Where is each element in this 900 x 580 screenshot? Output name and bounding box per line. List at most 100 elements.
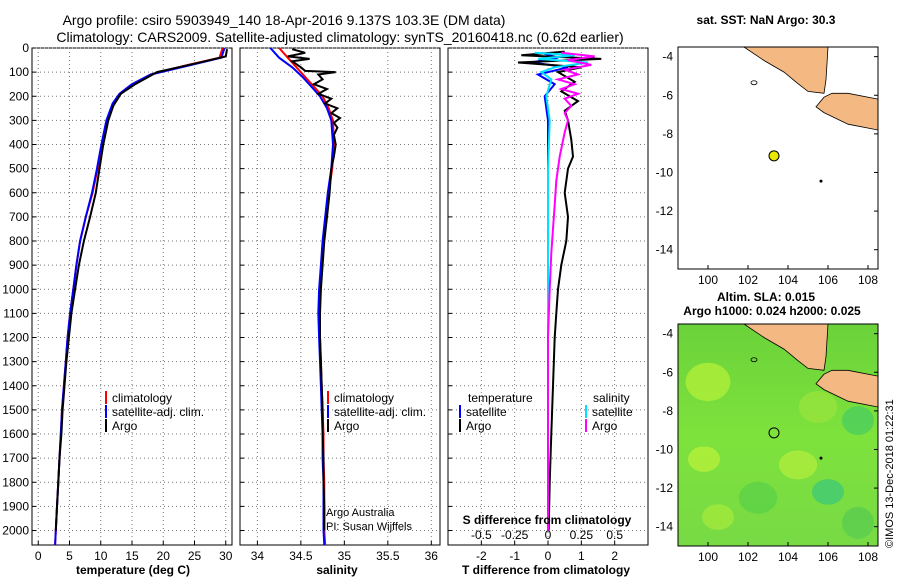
x2-tick-label: 0.25 [570, 528, 594, 542]
x-tick-label: 35 [338, 549, 352, 563]
salinity-x-label: salinity [316, 563, 358, 577]
island-christmas [819, 456, 823, 460]
landmass-java [815, 369, 878, 408]
x-tick-label: -1 [509, 549, 520, 563]
island-christmas [819, 179, 823, 183]
map-y-tick-label: -10 [656, 442, 674, 456]
depth-tick-label: 1600 [2, 427, 29, 441]
sla-anomaly-patch [702, 504, 734, 530]
depth-tick-label: 1900 [2, 499, 29, 513]
credit-pi: PI: Susan Wijffels [326, 521, 412, 533]
legend-climatology-label: climatology [112, 391, 172, 405]
landmass-sumatra [678, 324, 829, 371]
map-y-tick-label: -10 [656, 165, 674, 179]
x-tick-label: 35.5 [376, 549, 400, 563]
map-x-tick-label: 106 [818, 550, 838, 564]
argo-float-marker [768, 427, 780, 439]
depth-tick-label: 1400 [2, 379, 29, 393]
legend-s-satellite-label: satellite [592, 405, 633, 419]
map-y-tick-label: -8 [662, 404, 673, 418]
depth-tick-label: 1000 [2, 282, 29, 296]
depth-tick-label: 1800 [2, 475, 29, 489]
legend-argo-label: Argo [334, 419, 360, 433]
depth-tick-label: 1500 [2, 403, 29, 417]
series-line-s-satellite [534, 51, 589, 531]
map-y-tick-label: -6 [662, 365, 673, 379]
depth-tick-label: 200 [9, 89, 29, 103]
sla-map-title-line2: Argo h1000: 0.024 h2000: 0.025 [683, 304, 861, 318]
sla-anomaly-patch [842, 406, 874, 435]
x-tick-label: 5 [66, 549, 73, 563]
map-y-tick-label: -4 [662, 50, 673, 64]
sst-map: 100 102 104 106 108 -4 -6 -8 -10 -12 -14 [656, 46, 879, 287]
map-y-tick-label: -4 [662, 327, 673, 341]
series-line-climatology [54, 48, 224, 545]
figure-title-line2: Climatology: CARS2009. Satellite-adjuste… [56, 29, 623, 45]
sla-anomaly-patch [738, 481, 778, 514]
map-y-tick-label: -12 [656, 204, 674, 218]
series-line-argo [287, 48, 342, 531]
map-x-tick-label: 100 [698, 273, 718, 287]
plot-frame [239, 47, 441, 546]
salinity-legend: climatology satellite-adj. clim. Argo Ar… [326, 391, 426, 533]
map-x-tick-label: 106 [818, 273, 838, 287]
map-frame [677, 46, 879, 270]
x-tick-label: 1 [578, 549, 585, 563]
depth-tick-label: 1300 [2, 355, 29, 369]
depth-tick-label: 400 [9, 138, 29, 152]
landmass-java [815, 92, 878, 131]
x-tick-label: 0 [35, 549, 42, 563]
depth-tick-label: 2000 [2, 524, 29, 538]
series-line-climatology [278, 48, 335, 545]
sla-map: 100 102 104 106 108 -4 -6 -8 -10 -12 -14 [656, 323, 879, 564]
map-frame [677, 323, 879, 547]
map-x-tick-label: 100 [698, 550, 718, 564]
x2-tick-label: 0 [545, 528, 552, 542]
map-y-tick-label: -8 [662, 127, 673, 141]
argo-float-marker [768, 150, 780, 162]
sla-anomaly-patch [842, 506, 874, 539]
difference-panel: -2 -1 0 1 2 -0.5 -0.25 0 0.25 0.5 [447, 47, 649, 563]
series-line-satellite-adj-clim- [54, 48, 226, 545]
x-tick-label: 2 [611, 549, 618, 563]
legend-t-satellite-label: satellite [466, 405, 507, 419]
sla-anomaly-patch [778, 450, 818, 480]
depth-tick-label: 0 [22, 41, 29, 55]
series-group [269, 48, 342, 545]
t-difference-x-label: T difference from climatology [462, 563, 630, 577]
x-tick-label: 25 [188, 549, 202, 563]
legend-satellite-label: satellite-adj. clim. [112, 405, 204, 419]
s-difference-label: S difference from climatology [463, 513, 632, 527]
x-tick-label: 0 [545, 549, 552, 563]
landmass-sumatra [678, 47, 829, 94]
depth-tick-label: 600 [9, 186, 29, 200]
legend-climatology-label: climatology [334, 391, 394, 405]
map-y-tick-label: -12 [656, 481, 674, 495]
x-tick-label: 34 [251, 549, 265, 563]
depth-axis: 0 100 200 300 400 500 600 700 800 900 1000 1100 1200… [2, 41, 29, 538]
difference-legend: temperature satellite Argo salinity sate… [459, 391, 633, 527]
depth-tick-label: 800 [9, 234, 29, 248]
x-tick-label: 10 [94, 549, 108, 563]
map-x-tick-label: 102 [738, 273, 758, 287]
map-y-tick-label: -6 [662, 88, 673, 102]
map-x-tick-label: 108 [858, 273, 878, 287]
legend-salinity-title: salinity [593, 391, 630, 405]
credit-argo-australia: Argo Australia [326, 507, 395, 519]
depth-tick-label: 500 [9, 162, 29, 176]
x-tick-label: 15 [125, 549, 139, 563]
legend-s-argo-label: Argo [592, 419, 618, 433]
map-x-tick-label: 104 [778, 273, 798, 287]
sla-anomaly-patch [798, 391, 838, 424]
depth-tick-label: 300 [9, 113, 29, 127]
x-tick-label: 30 [219, 549, 233, 563]
depth-tick-label: 700 [9, 210, 29, 224]
legend-temperature-title: temperature [468, 391, 533, 405]
x-tick-label: 20 [157, 549, 171, 563]
island-enggano [750, 357, 758, 363]
x2-tick-label: -0.25 [501, 528, 529, 542]
series-line-t-argo [517, 50, 602, 531]
temperature-x-label: temperature (deg C) [76, 563, 190, 577]
map-x-tick-label: 102 [738, 550, 758, 564]
